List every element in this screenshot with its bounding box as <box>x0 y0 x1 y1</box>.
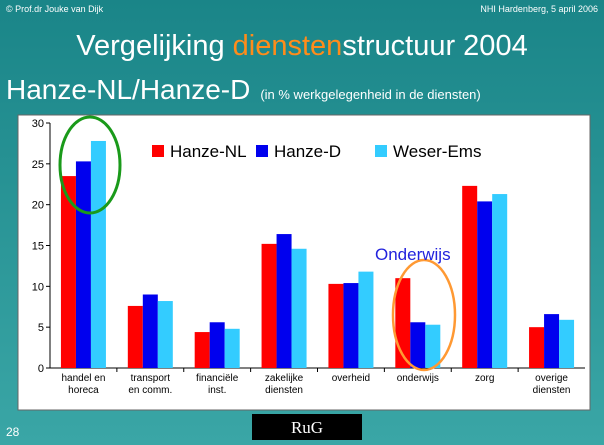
bar <box>328 283 344 368</box>
legend-swatch <box>375 145 387 157</box>
x-tick-label: zorg <box>474 373 495 384</box>
bar <box>343 283 359 368</box>
bar <box>425 324 441 368</box>
chart: 0 5 10 15 20 25 30 Hanze-NL Hanze-D Weser-Ems Onde… <box>32 115 585 375</box>
legend-swatch <box>256 145 268 157</box>
legend-swatch <box>152 145 164 157</box>
x-tick-label: financiële inst. <box>196 373 239 396</box>
bar <box>410 322 426 368</box>
legend-label: Weser-Ems <box>393 142 481 161</box>
bar <box>142 294 158 368</box>
bar <box>209 322 225 368</box>
bar <box>75 161 91 368</box>
y-tick-label: 30 <box>32 118 44 130</box>
title-sub: Hanze-NL/Hanze-D <box>6 74 250 105</box>
title-part: Vergelijking <box>76 30 232 62</box>
header-right: NHI Hardenberg, 5 april 2006 <box>480 4 598 14</box>
bar <box>492 194 508 368</box>
logo-box <box>252 414 362 440</box>
y-tick-label: 5 <box>38 322 44 334</box>
bar <box>544 314 560 368</box>
highlight-ellipse <box>391 258 457 372</box>
bar <box>224 328 240 368</box>
bar <box>291 248 307 368</box>
y-tick-label: 10 <box>32 281 44 293</box>
x-tick-label: onderwijs <box>396 373 439 384</box>
bar <box>559 319 575 368</box>
logo: RuG <box>291 418 323 437</box>
title-line1: Vergelijking dienstenstructuur 2004 <box>76 30 527 62</box>
y-tick-label: 20 <box>32 200 44 212</box>
legend-label: Hanze-D <box>274 142 341 161</box>
x-tick-label: transport en comm. <box>128 373 173 396</box>
legend-label: Hanze-NL <box>170 142 247 161</box>
x-tick-label: zakelijke diensten <box>264 373 304 396</box>
bar <box>529 327 545 368</box>
highlight-ellipse <box>58 115 122 215</box>
title-line2: Hanze-NL/Hanze-D (in % werkgelegenheid in… <box>6 74 481 105</box>
x-tick-label: overige diensten <box>532 373 571 396</box>
bar <box>276 234 292 368</box>
title-note: (in % werkgelegenheid in de diensten) <box>260 87 480 102</box>
bar <box>127 305 143 368</box>
bar <box>358 271 374 368</box>
title-part: structuur 2004 <box>342 30 527 62</box>
y-tick-label: 0 <box>38 363 44 375</box>
page-number: 28 <box>6 425 20 439</box>
title-highlight: diensten <box>233 30 343 62</box>
bar <box>261 243 277 368</box>
bar <box>194 332 210 368</box>
annotation: Onderwijs <box>375 245 451 264</box>
bar <box>60 176 76 368</box>
bar <box>462 185 478 368</box>
bar <box>157 301 173 368</box>
x-tick-label: overheid <box>331 373 371 384</box>
x-tick-label: handel en horeca <box>61 373 106 396</box>
bar <box>477 201 493 368</box>
bar <box>90 140 106 368</box>
y-tick-label: 15 <box>32 241 44 253</box>
header-left: © Prof.dr Jouke van Dijk <box>6 4 104 14</box>
y-tick-label: 25 <box>32 159 44 171</box>
